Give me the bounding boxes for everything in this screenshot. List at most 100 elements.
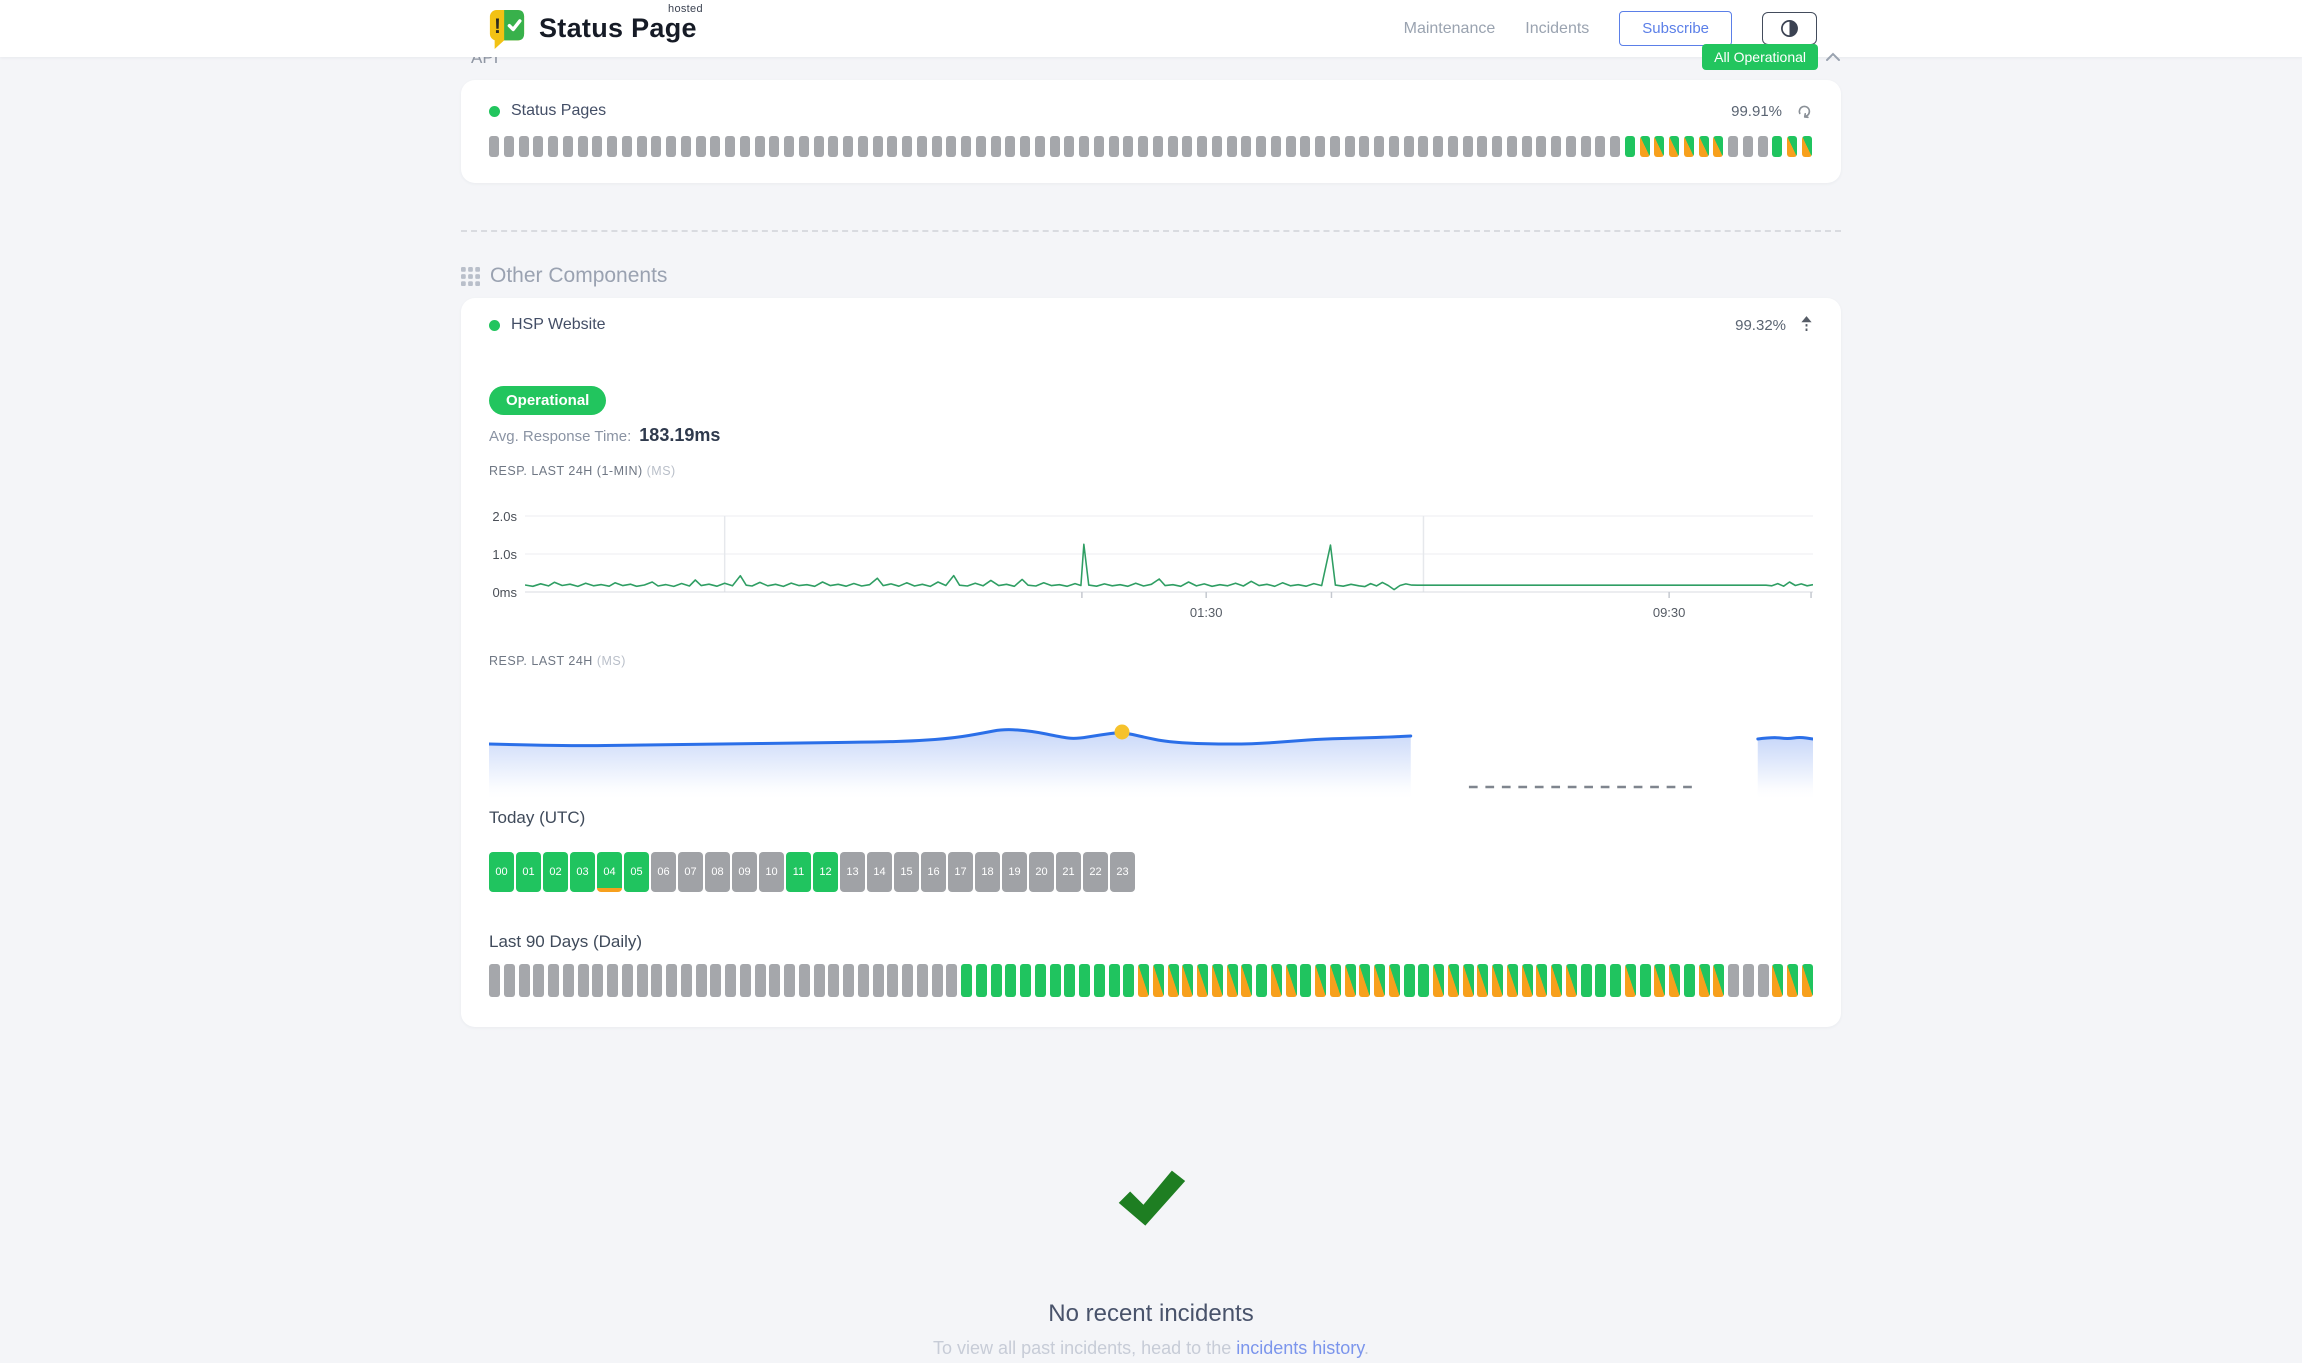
uptime-bar[interactable]: [548, 964, 559, 997]
uptime-bar[interactable]: [1492, 136, 1502, 157]
uptime-bar[interactable]: [1669, 136, 1679, 157]
uptime-bar[interactable]: [680, 964, 692, 997]
uptime-bar[interactable]: [1536, 136, 1547, 157]
hour-cell[interactable]: 16: [921, 852, 946, 892]
uptime-bar[interactable]: [1256, 964, 1267, 997]
hour-cell[interactable]: 04: [597, 852, 622, 892]
uptime-bar[interactable]: [1300, 136, 1311, 157]
uptime-bar[interactable]: [1329, 964, 1341, 997]
uptime-bar[interactable]: [1123, 136, 1134, 157]
uptime-bar[interactable]: [1211, 964, 1223, 997]
uptime-bar[interactable]: [1108, 964, 1120, 997]
hour-cell[interactable]: 13: [840, 852, 865, 892]
uptime-bar[interactable]: [1079, 964, 1090, 997]
uptime-bar[interactable]: [592, 964, 604, 997]
uptime-bar[interactable]: [1772, 136, 1783, 157]
uptime-bar[interactable]: [1772, 964, 1784, 997]
uptime-bar[interactable]: [1580, 136, 1591, 157]
uptime-bar[interactable]: [636, 136, 647, 157]
uptime-bar[interactable]: [754, 964, 766, 997]
uptime-bar[interactable]: [887, 964, 899, 997]
uptime-bar[interactable]: [1492, 964, 1503, 997]
uptime-bar[interactable]: [636, 964, 648, 997]
uptime-bar[interactable]: [769, 136, 780, 157]
uptime-bar[interactable]: [798, 136, 809, 157]
uptime-bar[interactable]: [1197, 136, 1207, 157]
uptime-bar[interactable]: [562, 964, 574, 997]
uptime-bar[interactable]: [1669, 964, 1680, 997]
uptime-bar[interactable]: [577, 136, 588, 157]
hour-cell[interactable]: 00: [489, 852, 514, 892]
uptime-bar[interactable]: [592, 136, 603, 157]
uptime-bar[interactable]: [1447, 964, 1459, 997]
uptime-bar[interactable]: [1138, 136, 1148, 157]
uptime-bar[interactable]: [1403, 136, 1414, 157]
uptime-bar[interactable]: [798, 964, 810, 997]
uptime-bar[interactable]: [1005, 136, 1016, 157]
uptime-bar[interactable]: [1801, 136, 1812, 157]
uptime-bar[interactable]: [1610, 136, 1620, 157]
uptime-bar[interactable]: [1167, 964, 1179, 997]
uptime-bar[interactable]: [1344, 964, 1356, 997]
hour-cell[interactable]: 11: [786, 852, 811, 892]
uptime-bar[interactable]: [813, 964, 825, 997]
uptime-bar[interactable]: [1654, 136, 1665, 157]
uptime-bar[interactable]: [1108, 136, 1119, 157]
uptime-bar[interactable]: [975, 964, 987, 997]
uptime-bar[interactable]: [1683, 964, 1695, 997]
uptime-bar[interactable]: [769, 964, 781, 997]
uptime-bar[interactable]: [695, 136, 706, 157]
uptime-bar[interactable]: [887, 136, 898, 157]
uptime-bar[interactable]: [916, 964, 928, 997]
uptime-bar[interactable]: [739, 964, 751, 997]
uptime-bar[interactable]: [946, 136, 957, 157]
uptime-bar[interactable]: [1241, 136, 1252, 157]
uptime-bar[interactable]: [666, 964, 677, 997]
uptime-bar[interactable]: [1551, 136, 1561, 157]
uptime-bar[interactable]: [946, 964, 958, 997]
uptime-bar[interactable]: [857, 136, 868, 157]
uptime-bar[interactable]: [1742, 964, 1754, 997]
uptime-bar[interactable]: [1315, 136, 1325, 157]
uptime-bar[interactable]: [1565, 136, 1576, 157]
incidents-history-link[interactable]: incidents history: [1236, 1338, 1364, 1358]
uptime-bar[interactable]: [1064, 136, 1075, 157]
uptime-bar[interactable]: [1683, 136, 1694, 157]
uptime-bar[interactable]: [990, 136, 1001, 157]
uptime-bar[interactable]: [1713, 964, 1725, 997]
uptime-bar[interactable]: [1433, 964, 1444, 997]
uptime-bar[interactable]: [1595, 964, 1607, 997]
uptime-bar[interactable]: [1462, 136, 1473, 157]
uptime-bar[interactable]: [1388, 136, 1399, 157]
uptime-bar[interactable]: [857, 964, 869, 997]
hour-cell[interactable]: 06: [651, 852, 676, 892]
uptime-bar[interactable]: [1300, 964, 1312, 997]
uptime-bar[interactable]: [1595, 136, 1606, 157]
uptime-bar[interactable]: [1315, 964, 1326, 997]
uptime-bar[interactable]: [1226, 136, 1237, 157]
uptime-bar[interactable]: [1123, 964, 1135, 997]
uptime-bar[interactable]: [621, 136, 632, 157]
hour-cell[interactable]: 01: [516, 852, 541, 892]
uptime-bar[interactable]: [1447, 136, 1458, 157]
uptime-bar[interactable]: [1344, 136, 1355, 157]
hour-cell[interactable]: 10: [759, 852, 784, 892]
uptime-bar[interactable]: [1403, 964, 1415, 997]
uptime-bar[interactable]: [828, 136, 839, 157]
uptime-bar[interactable]: [562, 136, 573, 157]
uptime-bar[interactable]: [1536, 964, 1548, 997]
nav-incidents[interactable]: Incidents: [1525, 19, 1590, 37]
hour-cell[interactable]: 20: [1029, 852, 1054, 892]
uptime-bar[interactable]: [1742, 136, 1753, 157]
uptime-bar[interactable]: [1757, 964, 1769, 997]
uptime-bar[interactable]: [1020, 964, 1031, 997]
uptime-bar[interactable]: [754, 136, 765, 157]
uptime-bar[interactable]: [1182, 964, 1194, 997]
uptime-bar[interactable]: [651, 136, 662, 157]
uptime-bar[interactable]: [1639, 136, 1650, 157]
uptime-bar[interactable]: [784, 136, 794, 157]
uptime-bar[interactable]: [1418, 964, 1430, 997]
uptime-bar[interactable]: [1049, 136, 1060, 157]
uptime-bar[interactable]: [1034, 136, 1045, 157]
hour-cell[interactable]: 17: [948, 852, 973, 892]
